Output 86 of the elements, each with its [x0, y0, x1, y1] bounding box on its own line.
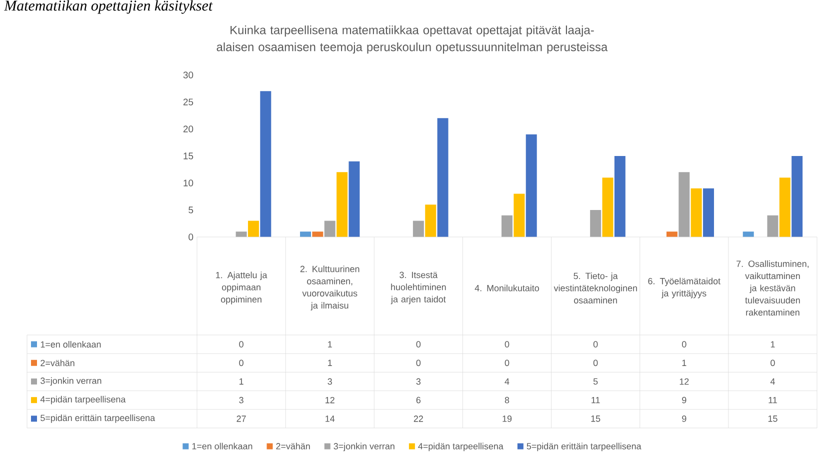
- y-tick-label: 25: [183, 98, 194, 106]
- data-label: 9: [682, 396, 686, 404]
- bar: [602, 178, 614, 237]
- x-tick-label: 1. Ajattelu ja oppimaan oppiminen: [216, 272, 268, 304]
- x-tick-label: 6. Työelämätaidot ja yrittäjyys: [648, 278, 720, 298]
- data-label: 12: [326, 396, 334, 404]
- data-label: 19: [502, 416, 512, 422]
- text: 1=en ollenkaan: [40, 340, 101, 348]
- bar: [412, 220, 424, 237]
- x-tick-label: 3. Itsestä huolehtiminen ja arjen taidot: [390, 272, 446, 304]
- data-label: 5: [593, 378, 598, 385]
- data-label: 0: [416, 360, 421, 366]
- text: 4=pidän tarpeellisena: [418, 442, 504, 452]
- bar: [779, 178, 790, 237]
- data-label: 3: [239, 396, 244, 404]
- data-label: 1: [239, 378, 244, 385]
- y-tick-label: 20: [183, 126, 194, 132]
- bar: [312, 232, 324, 237]
- x-tick-label: 5. Tieto- ja viestintäteknologinen osaaminen: [554, 272, 637, 304]
- y-tick-label: 15: [184, 152, 194, 160]
- data-label: 14: [326, 416, 335, 422]
- data-label: 0: [593, 360, 598, 366]
- data-label: 3: [416, 378, 421, 385]
- legend-label: 1=en ollenkaan: [192, 442, 252, 450]
- data-label: 0: [682, 341, 686, 348]
- data-label: 0: [239, 360, 244, 366]
- data-label: 0: [239, 341, 244, 348]
- x-tick-label: 7. Osallistuminen, vaikuttaminen ja kestävän tulevaisuuden rakentaminen: [736, 260, 809, 316]
- data-label: 11: [592, 396, 600, 404]
- data-label: 4: [770, 378, 775, 385]
- bar: [336, 172, 348, 237]
- bar: [526, 134, 537, 237]
- bar: [742, 232, 754, 237]
- data-label: 9: [682, 416, 686, 422]
- legend-label: 3=jonkin verran: [40, 377, 102, 386]
- y-tick-label: 30: [183, 72, 194, 78]
- bar: [260, 91, 272, 237]
- data-label: 6: [416, 396, 421, 404]
- text: Matematiikan opettajien käsitykset: [4, 0, 213, 14]
- data-label: 22: [414, 416, 423, 422]
- data-label: 1: [328, 341, 332, 348]
- bar: [614, 156, 626, 237]
- bar: [514, 194, 525, 237]
- text: 2=vähän: [40, 360, 74, 366]
- bar: [300, 232, 311, 237]
- chart-title: Kuinka tarpeellisena matematiikkaa opettavat opettajat pitävät laaja-alaisen osaamisen teemoja peruskoulun opetussuunnitelman perusteissa: [216, 26, 608, 54]
- bar: [425, 204, 436, 237]
- bar: [236, 232, 247, 237]
- data-label: 1: [770, 341, 775, 348]
- bar: [590, 210, 602, 237]
- data-label: 0: [504, 360, 510, 366]
- bar: [502, 215, 512, 237]
- y-tick-label: 5: [188, 206, 194, 214]
- bar: [248, 220, 259, 237]
- bar: [678, 172, 690, 237]
- bar: [767, 215, 778, 237]
- bar: [690, 188, 702, 237]
- data-label: 15: [591, 416, 600, 422]
- text: 5=pidän erittäin tarpeellisena: [40, 414, 156, 423]
- data-label: 0: [504, 341, 510, 348]
- x-tick-label: 4. Monilukutaito: [474, 284, 540, 292]
- x-tick-label: 2. Kulttuurinen osaaminen, vuorovaikutus ja ilmaisu: [300, 266, 360, 310]
- data-label: 1: [682, 360, 686, 366]
- bar: [703, 188, 714, 237]
- data-label: 0: [593, 341, 598, 348]
- bar: [437, 118, 448, 237]
- data-label: 3: [328, 378, 332, 385]
- legend-label: 4=pidän tarpeellisena: [40, 396, 126, 404]
- text: 3=jonkin verran: [334, 442, 394, 452]
- data-label: 0: [416, 341, 421, 348]
- legend-label: 2=vähän: [276, 442, 310, 450]
- y-tick-label: 10: [184, 180, 194, 186]
- y-tick-label: 0: [188, 234, 194, 240]
- data-label: 15: [768, 416, 778, 422]
- legend-label: 5=pidän erittäin tarpeellisena: [526, 442, 642, 452]
- bar: [348, 161, 360, 237]
- data-label: 1: [328, 360, 332, 366]
- bar: [792, 156, 803, 237]
- data-label: 27: [236, 416, 246, 422]
- data-label: 12: [680, 378, 689, 385]
- bar: [324, 220, 336, 237]
- data-label: 4: [504, 378, 510, 385]
- bar: [666, 232, 678, 237]
- data-label: 11: [768, 396, 777, 404]
- data-label: 8: [504, 396, 510, 404]
- data-label: 0: [770, 360, 775, 366]
